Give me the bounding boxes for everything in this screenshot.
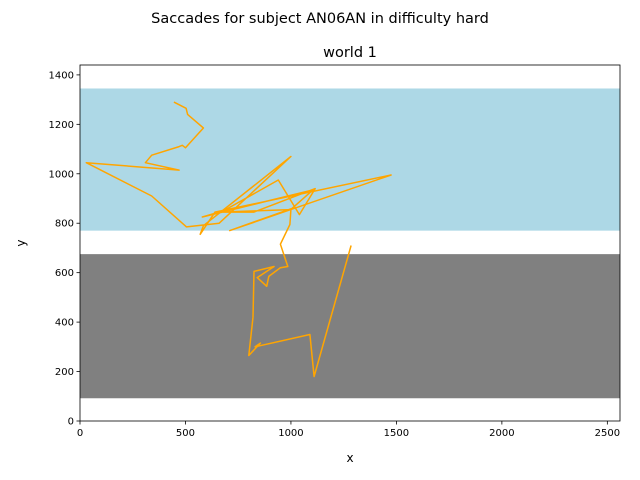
figure-suptitle: Saccades for subject AN06AN in difficult… [151, 11, 489, 27]
x-tick-label: 1000 [278, 428, 303, 439]
region-1 [80, 88, 620, 231]
x-tick-label: 2500 [595, 428, 620, 439]
y-tick-label: 600 [55, 268, 74, 279]
y-tick-label: 1000 [49, 169, 74, 180]
y-tick-label: 800 [55, 219, 74, 230]
x-axis-label: x [346, 451, 353, 465]
x-tick-label: 500 [176, 428, 195, 439]
x-tick-label: 0 [77, 428, 83, 439]
saccade-path-1 [85, 101, 392, 378]
axes-frame [79, 64, 621, 422]
region-2 [80, 254, 620, 399]
plot-area: 0 500 1000 1500 2000 2500 0 200 400 600 800 1000 120… [49, 64, 621, 439]
x-tick-label: 1500 [384, 428, 409, 439]
y-tick-label: 1400 [49, 70, 74, 81]
y-tick-label: 400 [55, 318, 74, 329]
y-tick-label: 200 [55, 367, 74, 378]
y-tick-label: 1200 [49, 120, 74, 131]
x-tick-label: 2000 [489, 428, 514, 439]
chart-title: world 1 [323, 45, 377, 61]
y-tick-label: 0 [68, 417, 74, 428]
y-axis-label: y [14, 239, 28, 246]
